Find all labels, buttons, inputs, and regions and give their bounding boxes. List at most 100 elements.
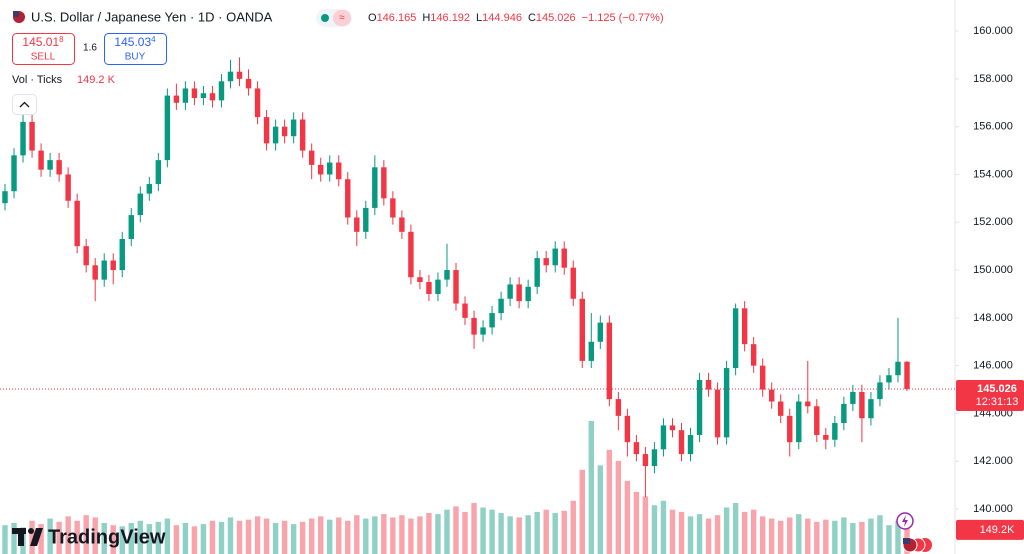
volume-bar (110, 525, 116, 554)
candle-body (904, 361, 910, 389)
candle-body (588, 341, 595, 361)
volume-bar (868, 518, 874, 554)
candle-body (561, 248, 567, 268)
volume-bar (841, 517, 847, 554)
candle-body (209, 93, 216, 101)
volume-bar (281, 520, 288, 554)
candle-body (83, 246, 89, 266)
volume-bar (832, 520, 838, 554)
volume-bar (327, 519, 333, 554)
candle-body (696, 380, 703, 435)
candle-body (119, 238, 125, 271)
candle-body (850, 391, 856, 404)
volume-bar (272, 522, 279, 554)
volume-bar (507, 516, 513, 554)
volume-bar (182, 522, 189, 554)
candle-body (164, 95, 171, 161)
candle-body (669, 425, 676, 431)
volume-bar (155, 521, 162, 554)
volume-bar (137, 520, 144, 554)
volume-bar (796, 514, 802, 554)
candle-body (182, 88, 189, 103)
alert-toggle[interactable] (333, 10, 351, 26)
candle-body (768, 389, 775, 402)
sell-button[interactable] (12, 33, 75, 65)
volume-bar (624, 480, 631, 554)
volume-bar (552, 513, 558, 554)
candle-body (272, 126, 279, 144)
volume-bar (56, 521, 62, 554)
candle-body (254, 88, 261, 118)
candle-body (317, 164, 324, 175)
y-tick-label: 140.000 (973, 503, 1013, 515)
candle-body (417, 277, 423, 283)
y-tick-label: 152.000 (973, 216, 1013, 228)
countdown: 12:31:13 (976, 396, 1019, 408)
ohlc-value: 146.192 (430, 12, 470, 24)
last-price-label: 145.026 (977, 383, 1017, 395)
candle-body (65, 174, 71, 201)
volume-bar (588, 421, 595, 554)
volume-bar (354, 515, 360, 554)
candle-body (245, 78, 252, 89)
candle-body (101, 260, 107, 280)
volume-bar (453, 506, 459, 554)
ohlc-change: −1.125 (−0.77%) (582, 12, 664, 24)
candle-body (507, 284, 513, 299)
logo-mark (28, 528, 34, 534)
candle-body (2, 191, 8, 204)
buy-button[interactable] (104, 33, 167, 65)
logo: TradingView (12, 526, 166, 548)
candle-body (877, 382, 883, 400)
volume-bar (444, 509, 450, 554)
last-price-tag (956, 379, 1024, 411)
ohlc-value: 144.946 (482, 12, 522, 24)
volume-bar (633, 491, 640, 554)
candle-body (525, 286, 531, 302)
volume-layer (2, 421, 910, 554)
candle-body (805, 401, 811, 407)
y-tick-label: 160.000 (973, 25, 1013, 37)
candle-body (895, 361, 901, 376)
candle-body (327, 162, 333, 175)
volume-bar (823, 519, 829, 554)
candle-body (516, 284, 522, 302)
ohlc-value: 145.026 (536, 12, 576, 24)
candle-body (462, 303, 468, 318)
volume-bar (101, 522, 107, 554)
volume-bar (759, 516, 766, 554)
collapse-button[interactable] (12, 94, 37, 115)
volume-bar (579, 469, 585, 554)
candle-body (570, 267, 576, 299)
volume-bar (236, 520, 243, 554)
last-volume-tag (956, 519, 1024, 540)
candle-body (299, 119, 306, 151)
volume-bar (615, 460, 622, 554)
ohlc-value: 146.165 (377, 12, 417, 24)
candle-body (372, 167, 378, 208)
candle-body (345, 179, 351, 218)
volume-bar (480, 507, 486, 554)
candle-body (146, 184, 153, 194)
volume-bar (534, 511, 540, 554)
candle-body (642, 454, 649, 467)
volume-bar (372, 516, 378, 554)
buy-price-sup: 4 (151, 35, 156, 44)
sell-price-sup: 8 (59, 35, 64, 44)
volume-bar (606, 449, 613, 554)
volume-bar (74, 520, 80, 554)
candle-body (110, 260, 116, 271)
candle-body (796, 401, 802, 443)
volume-bar (471, 503, 477, 554)
buy-label: BUY (125, 52, 146, 63)
candle-body (705, 380, 712, 390)
volume-bar (65, 516, 71, 554)
y-tick-label: 150.000 (973, 264, 1013, 276)
volume-bar (92, 517, 98, 554)
volume-bar (83, 515, 89, 554)
volume-bar (859, 521, 865, 554)
candle-body (218, 81, 225, 101)
